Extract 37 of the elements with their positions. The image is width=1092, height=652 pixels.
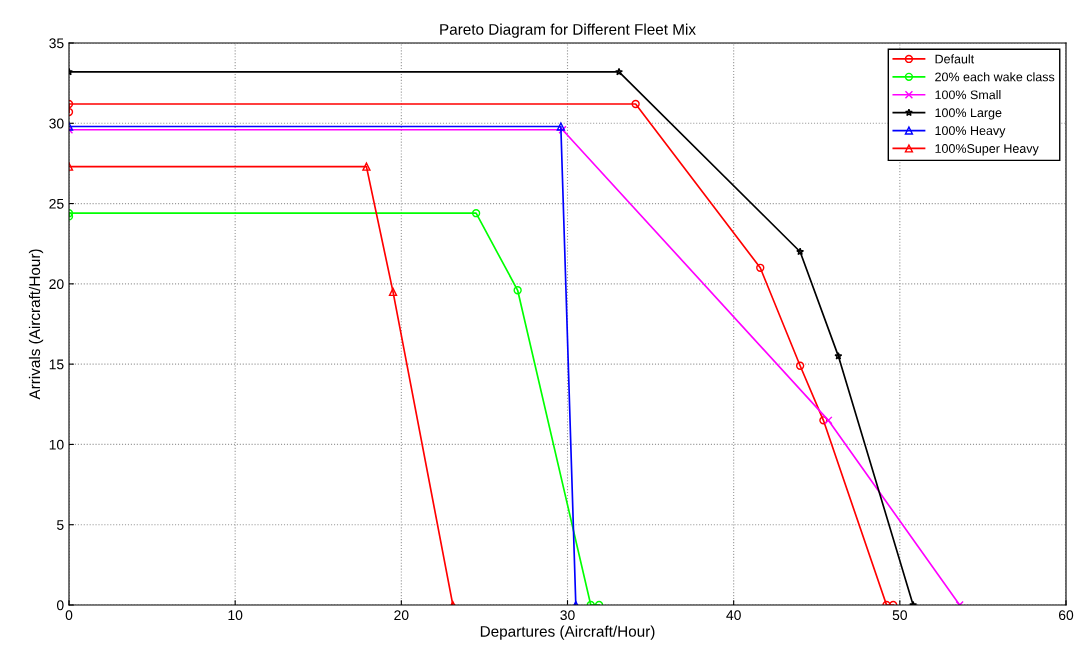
legend-label: 100% Heavy	[935, 126, 1006, 138]
point	[615, 67, 624, 76]
y-tick-label: 35	[49, 38, 64, 49]
x-tick-label: 30	[560, 610, 575, 621]
legend-label: 100% Small	[935, 90, 1001, 100]
y-tick-label: 5	[56, 520, 64, 530]
x-tick-label: 50	[892, 610, 908, 621]
chart-title: Pareto Diagram for Different Fleet Mix	[440, 23, 696, 38]
point	[824, 416, 833, 425]
y-axis-title: Arrivals (Aircraft/Hour)	[28, 249, 44, 400]
x-tick-label: 40	[726, 610, 741, 621]
y-tick-label: 15	[49, 359, 64, 370]
point	[819, 416, 828, 425]
x-tick-label: 20	[394, 610, 409, 621]
legend-label: Default	[935, 54, 975, 64]
point	[834, 351, 843, 360]
y-tick-label: 25	[49, 198, 64, 209]
point	[631, 99, 640, 109]
legend-label: 100%Super Heavy	[935, 144, 1039, 156]
legend-label: 100% Large	[935, 108, 1002, 120]
point	[756, 263, 765, 272]
legend-label: 20% each wake class	[935, 72, 1055, 82]
point	[513, 286, 522, 295]
point	[388, 287, 398, 297]
y-tick-label: 0	[56, 600, 64, 611]
point	[795, 361, 805, 370]
y-tick-label: 30	[49, 118, 64, 129]
point	[471, 209, 481, 218]
x-tick-label: 10	[228, 610, 243, 621]
y-tick-label: 20	[49, 279, 64, 290]
point	[558, 125, 567, 134]
point	[796, 247, 805, 256]
y-tick-label: 10	[49, 439, 64, 450]
point	[362, 162, 371, 171]
x-axis-title: Departures (Aircraft/Hour)	[480, 625, 655, 640]
x-tick-label: 0	[65, 610, 73, 621]
x-tick-label: 60	[1058, 610, 1074, 621]
